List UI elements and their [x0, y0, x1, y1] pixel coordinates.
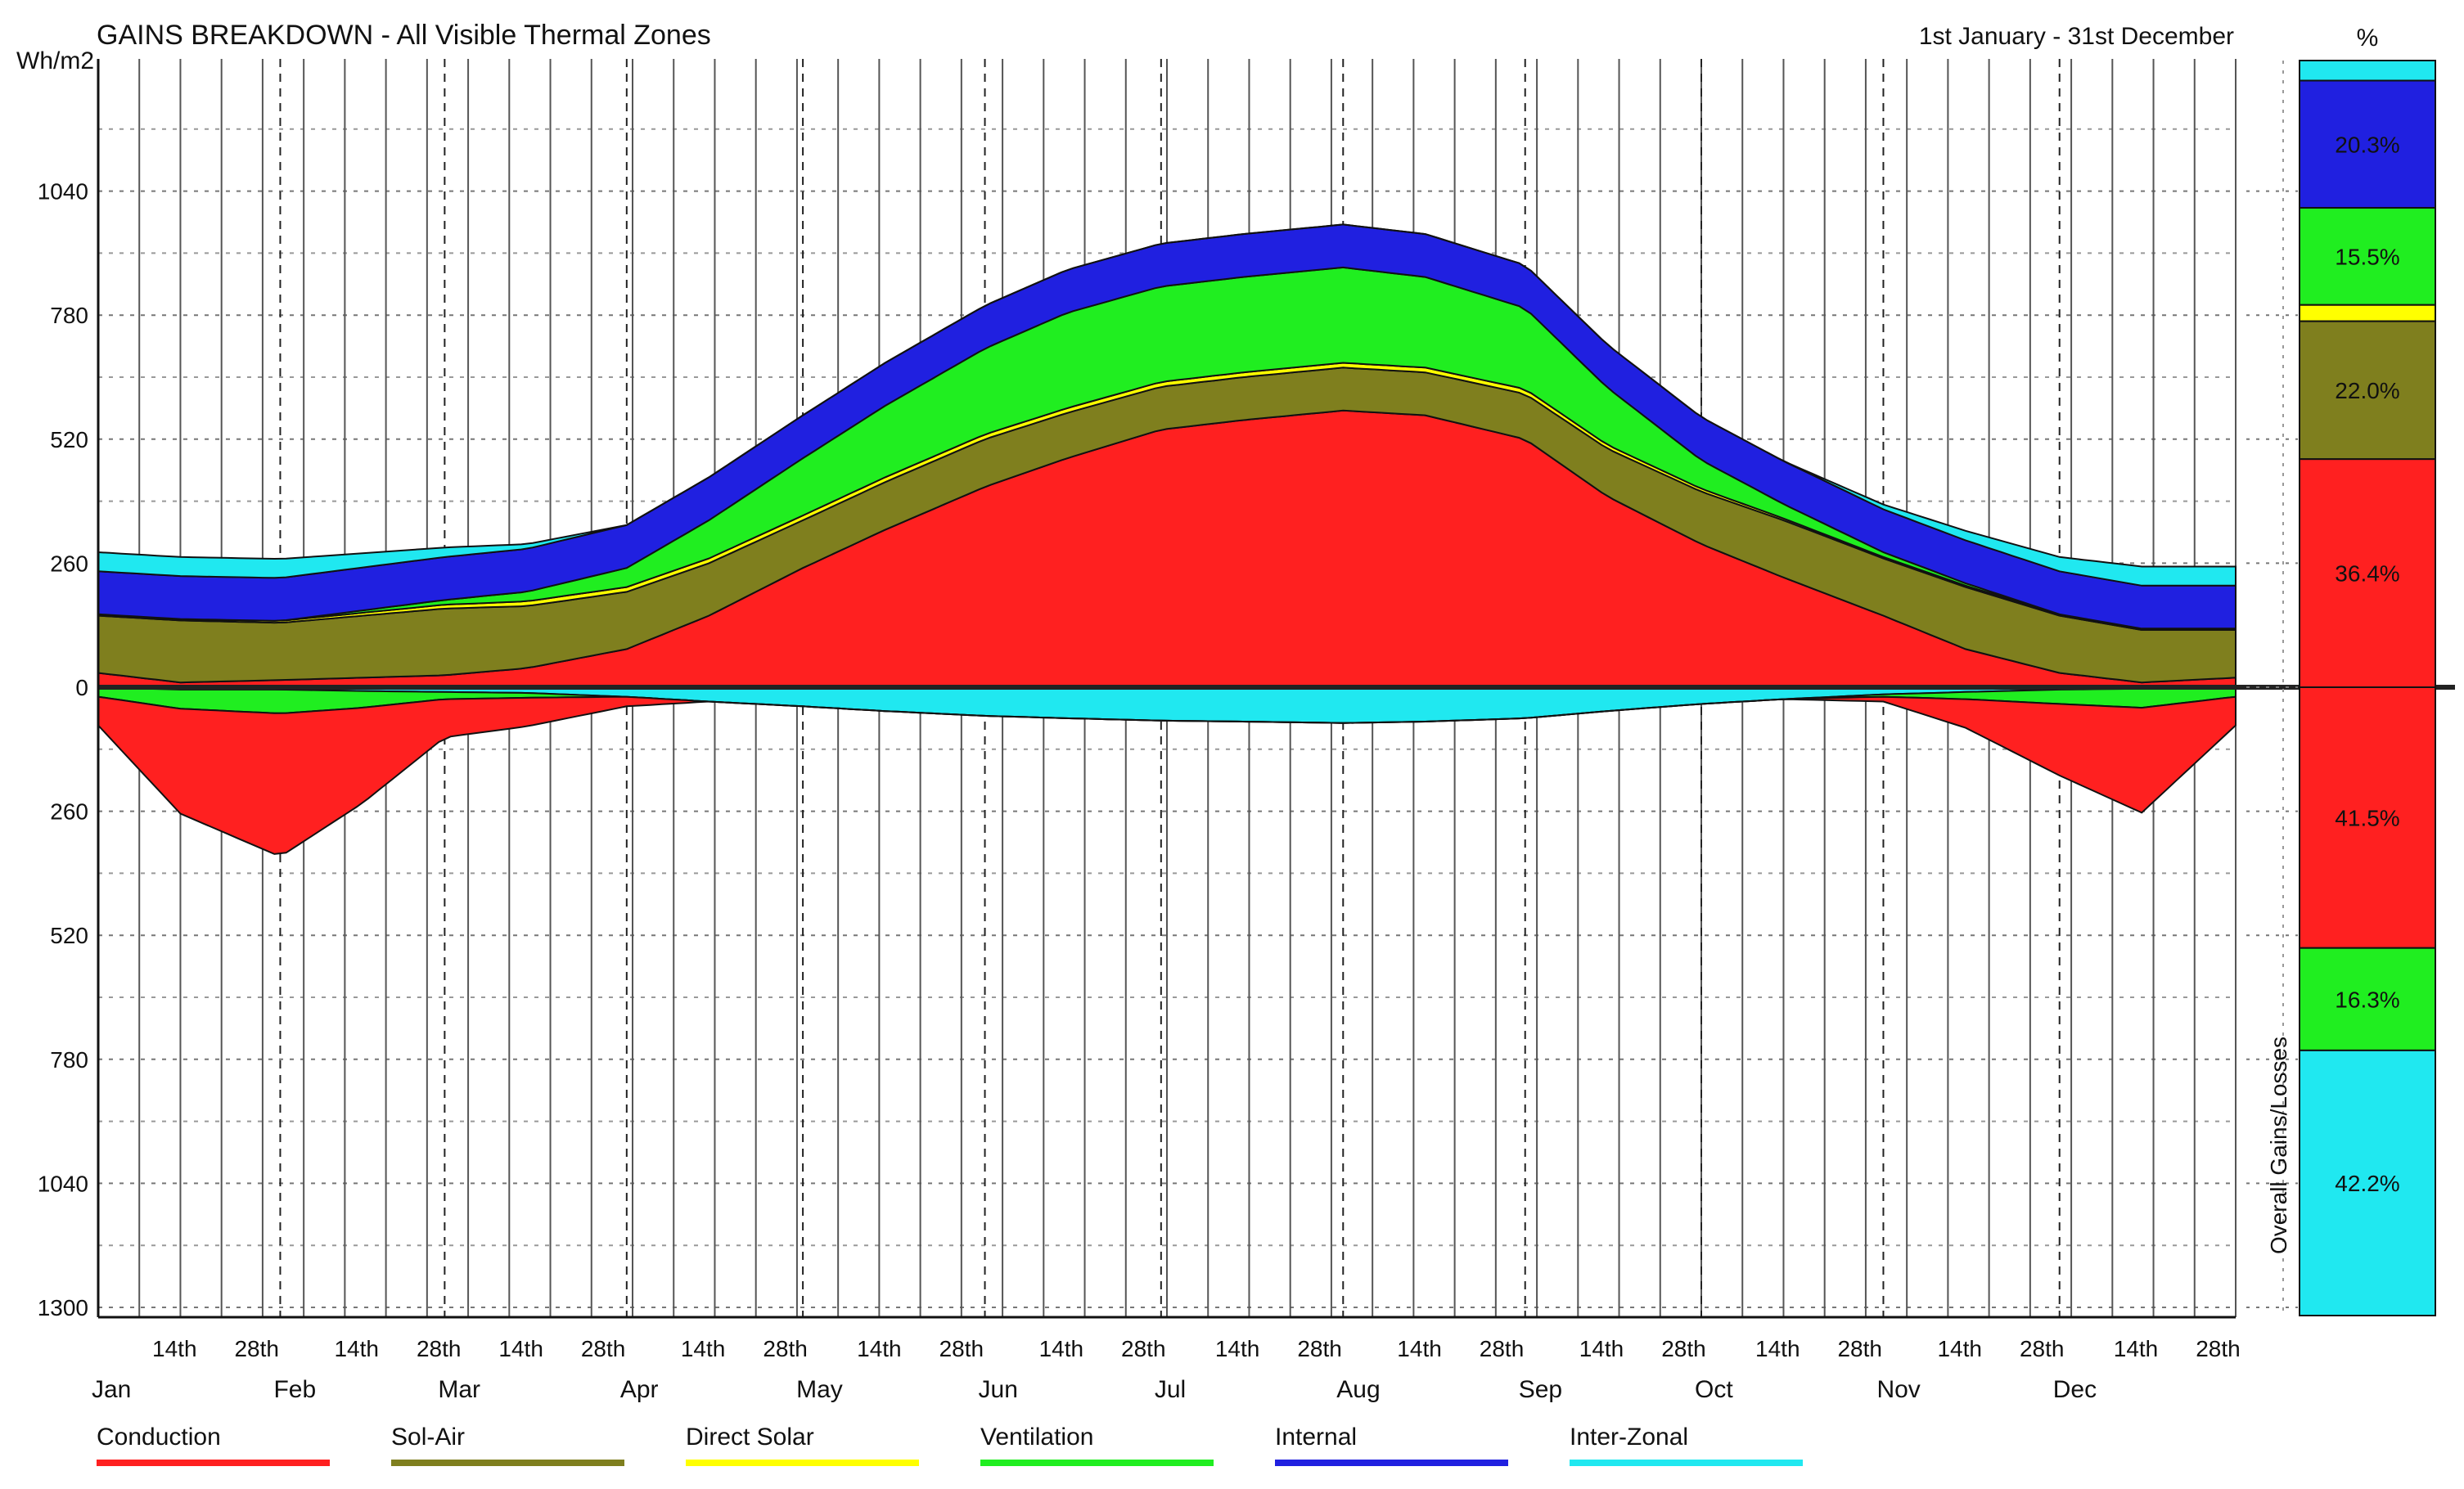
x-day-tick-label: 14th [1755, 1336, 1800, 1361]
x-day-tick-label: 14th [1937, 1336, 1982, 1361]
summary-gain-direct-solar [2299, 304, 2436, 322]
x-day-tick-label: 28th [2020, 1336, 2065, 1361]
x-day-tick-label: 14th [1039, 1336, 1084, 1361]
x-day-tick-label: 28th [1297, 1336, 1342, 1361]
x-month-label: Jun [979, 1376, 1018, 1403]
date-range: 1st January - 31st December [1919, 23, 2234, 50]
summary-percent-label: 22.0% [2335, 378, 2399, 403]
gains-areas [97, 223, 2237, 688]
x-month-label: Jul [1155, 1376, 1186, 1403]
legend-label: Inter-Zonal [1570, 1424, 1688, 1451]
summary-loss-conduction [2299, 686, 2436, 949]
summary-gain-internal [2299, 79, 2436, 209]
summary-percent-label: 15.5% [2335, 244, 2399, 269]
summary-gain-inter-zonal [2299, 60, 2436, 82]
legend-label: Sol-Air [391, 1424, 465, 1451]
y-tick-label: 1040 [38, 179, 88, 205]
x-axis-ticks: Jan 14th 28th Feb 14th 28th Mar 14th 28th Apr 14th… [92, 1336, 2241, 1403]
x-day-tick-label: 28th [939, 1336, 984, 1361]
summary-percent-label: 42.2% [2335, 1171, 2399, 1196]
y-axis-ticks: 1040 780 520 260 0 260 520 780 1040 1300 [38, 179, 88, 1320]
x-day-tick-label: 14th [681, 1336, 726, 1361]
y-tick-label: 780 [50, 1047, 88, 1073]
summary-gain-sol-air [2299, 320, 2436, 461]
y-tick-label: 260 [50, 799, 88, 825]
x-day-tick-label: 28th [1480, 1336, 1525, 1361]
legend-label: Direct Solar [686, 1424, 814, 1451]
area-conduction [97, 695, 2237, 855]
x-month-label: Nov [1876, 1376, 1920, 1403]
y-tick-label: 0 [75, 675, 88, 700]
legend-label: Internal [1275, 1424, 1357, 1451]
summary-percent-label: 36.4% [2335, 561, 2399, 587]
x-day-tick-label: 14th [1215, 1336, 1260, 1361]
legend-label: Conduction [97, 1424, 221, 1451]
summary-gain-conduction [2299, 458, 2436, 689]
summary-percent-label: 20.3% [2335, 132, 2399, 157]
area-inter-zonal [97, 223, 2237, 587]
x-month-label: Sep [1519, 1376, 1562, 1403]
x-day-tick-label: 28th [2196, 1336, 2241, 1361]
x-month-label: Apr [620, 1376, 659, 1403]
summary-bar: 20.3% 15.5% 22.0% 36.4% 41.5% 16.3% 42.2% [2246, 60, 2436, 1317]
x-month-label: Aug [1336, 1376, 1380, 1403]
x-month-label: Dec [2053, 1376, 2097, 1403]
x-month-label: Mar [438, 1376, 480, 1403]
x-day-tick-label: 14th [1579, 1336, 1624, 1361]
x-day-tick-label: 14th [1397, 1336, 1442, 1361]
y-unit-label: Wh/m2 [16, 47, 94, 74]
y-tick-label: 1300 [38, 1295, 88, 1320]
y-tick-label: 520 [50, 427, 88, 452]
x-day-tick-label: 14th [857, 1336, 902, 1361]
y-tick-label: 1040 [38, 1171, 88, 1196]
x-day-tick-label: 28th [763, 1336, 808, 1361]
summary-bar-label: Overall Gains/Losses [2266, 1037, 2291, 1254]
losses-areas [97, 686, 2237, 855]
x-day-tick-label: 28th [234, 1336, 279, 1361]
x-day-tick-label: 14th [498, 1336, 543, 1361]
x-day-tick-label: 28th [417, 1336, 462, 1361]
summary-percent-label: 16.3% [2335, 987, 2399, 1012]
x-day-tick-label: 28th [1837, 1336, 1882, 1361]
summary-percent-label: 41.5% [2335, 805, 2399, 830]
summary-loss-ventilation [2299, 947, 2436, 1051]
x-month-label: Jan [92, 1376, 131, 1403]
y-tick-label: 260 [50, 551, 88, 576]
y-tick-label: 780 [50, 303, 88, 328]
x-month-label: Oct [1695, 1376, 1733, 1403]
summary-gain-ventilation [2299, 207, 2436, 306]
summary-loss-inter-zonal [2299, 1049, 2436, 1317]
chart-title: GAINS BREAKDOWN - All Visible Thermal Zo… [97, 20, 711, 51]
x-day-tick-label: 28th [1121, 1336, 1166, 1361]
percent-label: % [2357, 25, 2379, 52]
y-tick-label: 520 [50, 923, 88, 948]
legend-label: Ventilation [980, 1424, 1093, 1451]
x-day-tick-label: 28th [1661, 1336, 1706, 1361]
x-month-label: May [796, 1376, 843, 1403]
x-day-tick-label: 28th [581, 1336, 626, 1361]
x-day-tick-label: 14th [2114, 1336, 2159, 1361]
legend: Conduction Sol-Air Direct Solar Ventilation… [97, 1424, 1803, 1466]
x-day-tick-label: 14th [152, 1336, 197, 1361]
x-day-tick-label: 14th [334, 1336, 379, 1361]
x-month-label: Feb [273, 1376, 316, 1403]
